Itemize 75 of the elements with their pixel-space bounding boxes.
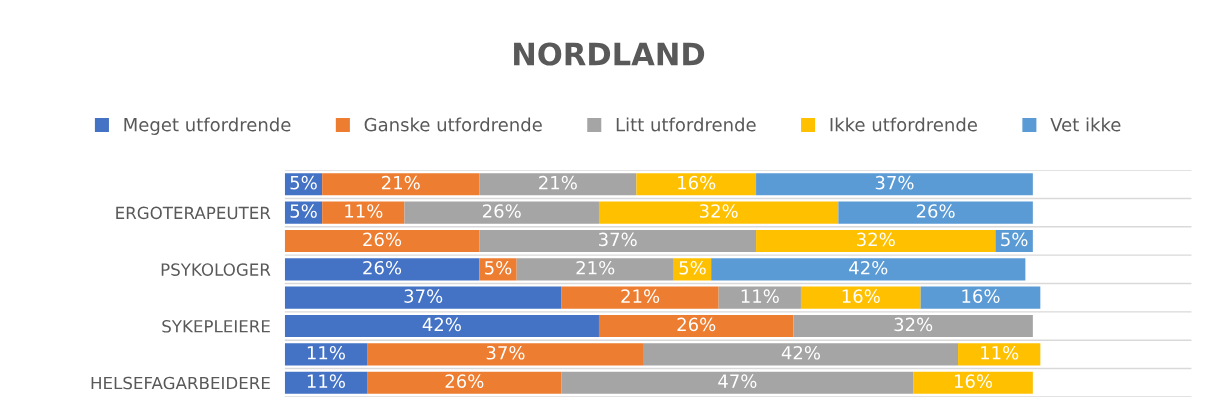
- y-tick-label: ERGOTERAPEUTER: [116, 206, 271, 220]
- data-label: 32%: [857, 232, 895, 247]
- y-tick-label: PSYKOLOGER: [161, 263, 271, 276]
- bar: [838, 201, 1033, 224]
- data-label: 5%: [1001, 232, 1028, 247]
- bar: [404, 201, 599, 224]
- bar: [479, 173, 637, 196]
- data-label: 42%: [849, 260, 888, 275]
- bar: [479, 229, 757, 253]
- data-label: 21%: [539, 175, 577, 190]
- bar: [756, 173, 1033, 196]
- legend-label: Litt utfordrende: [616, 117, 756, 132]
- data-label: 26%: [363, 232, 402, 247]
- data-label: 11%: [307, 374, 345, 388]
- bar: [284, 371, 368, 394]
- data-label: 42%: [781, 345, 821, 360]
- bar: [958, 343, 1041, 366]
- data-label: 21%: [381, 175, 420, 190]
- bar: [284, 229, 480, 253]
- y-tick-label: HELSEFAGARBEIDERE: [91, 376, 270, 390]
- data-label: 5%: [679, 260, 706, 275]
- bar: [643, 343, 959, 366]
- bar: [367, 343, 644, 366]
- data-label: 37%: [486, 345, 525, 360]
- data-label: 11%: [345, 204, 383, 218]
- bar: [284, 258, 480, 281]
- data-label: 26%: [916, 204, 955, 218]
- bar: [598, 201, 839, 224]
- data-label: 21%: [576, 260, 615, 275]
- bar: [284, 343, 368, 366]
- legend-label: Vet ikke: [1050, 117, 1121, 132]
- data-label: 32%: [894, 317, 933, 332]
- bar: [920, 286, 1041, 309]
- data-label: 32%: [699, 204, 738, 218]
- bar: [636, 173, 757, 196]
- data-label: 16%: [678, 175, 716, 190]
- bar: [516, 258, 674, 281]
- bar: [284, 286, 562, 309]
- bar: [561, 286, 719, 309]
- data-label: 37%: [404, 289, 443, 303]
- data-label: 11%: [741, 289, 779, 303]
- data-label: 26%: [482, 204, 521, 218]
- bar: [711, 258, 1026, 281]
- data-label: 47%: [718, 374, 757, 388]
- data-label: 42%: [422, 317, 461, 332]
- bar: [322, 201, 405, 224]
- bar: [284, 314, 599, 338]
- bar: [756, 229, 996, 253]
- data-label: 16%: [962, 289, 1000, 303]
- data-label: 5%: [485, 260, 512, 275]
- chart-title: NORDLAND: [514, 42, 705, 66]
- data-label: 5%: [290, 204, 317, 218]
- bar: [793, 314, 1033, 338]
- data-label: 16%: [842, 289, 880, 303]
- bar: [561, 371, 914, 394]
- data-label: 11%: [307, 345, 345, 360]
- legend-label: Meget utfordrende: [124, 117, 291, 135]
- data-label: 11%: [981, 345, 1019, 360]
- bar: [718, 286, 801, 309]
- legend-label: Ganske utfordrende: [364, 117, 542, 132]
- legend-label: Ikke utfordrende: [830, 117, 977, 132]
- data-label: 37%: [875, 175, 914, 190]
- data-label: 5%: [290, 175, 317, 190]
- data-label: 37%: [598, 232, 637, 247]
- y-tick-label: SYKEPLEIERE: [162, 319, 270, 333]
- bar: [800, 286, 921, 309]
- data-label: 21%: [621, 289, 660, 303]
- bar: [367, 371, 562, 394]
- data-label: 26%: [363, 260, 402, 275]
- data-label: 26%: [445, 374, 484, 388]
- data-label: 26%: [677, 317, 716, 332]
- bar: [322, 173, 480, 196]
- bar: [913, 371, 1033, 394]
- data-label: 16%: [954, 374, 993, 388]
- bar: [598, 314, 794, 338]
